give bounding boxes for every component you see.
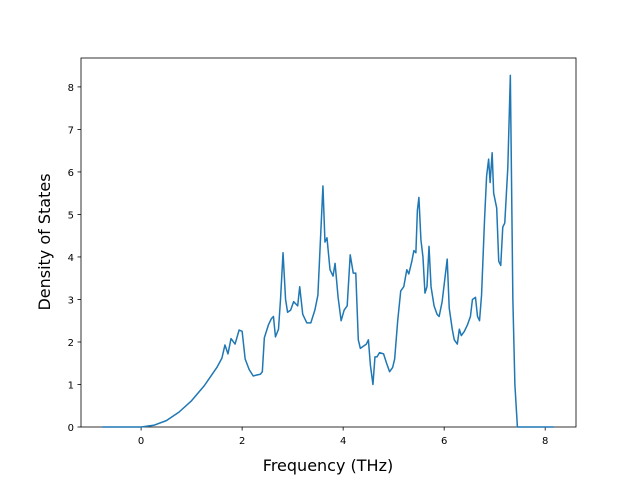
y-tick-label: 6 [68, 168, 74, 179]
x-tick-label: 2 [239, 436, 245, 447]
data-line [102, 74, 554, 428]
y-tick-label: 7 [68, 125, 74, 136]
x-tick-label: 8 [542, 436, 548, 447]
x-tick-label: 0 [138, 436, 144, 447]
y-tick-label: 5 [68, 210, 74, 221]
y-tick-label: 0 [68, 423, 74, 434]
plot-frame [80, 57, 577, 428]
y-tick-label: 1 [68, 380, 74, 391]
x-tick-label: 6 [441, 436, 447, 447]
y-tick-label: 3 [68, 295, 74, 306]
x-tick-label: 4 [340, 436, 346, 447]
y-tick-label: 2 [68, 338, 74, 349]
y-axis-label: Density of States [35, 173, 54, 310]
x-axis-label: Frequency (THz) [263, 456, 393, 475]
y-tick-label: 4 [68, 253, 74, 264]
y-tick-label: 8 [68, 83, 74, 94]
